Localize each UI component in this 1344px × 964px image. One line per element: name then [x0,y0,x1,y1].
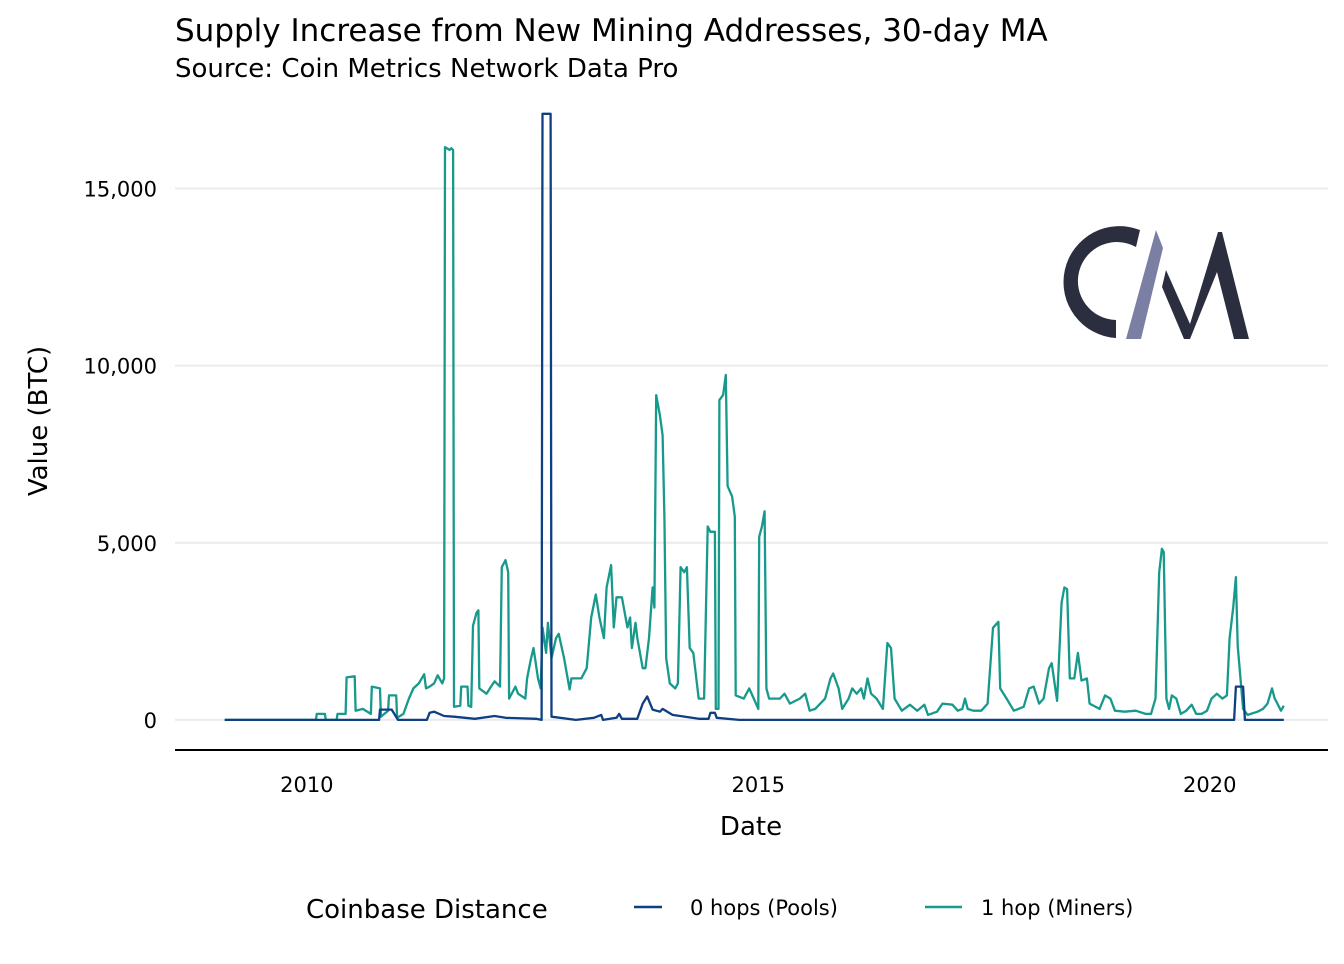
x-tick-label: 2020 [1183,773,1236,797]
legend-label-miners: 1 hop (Miners) [981,896,1133,920]
y-tick-label: 15,000 [84,178,157,202]
chart-title: Supply Increase from New Mining Addresse… [175,13,1048,49]
legend-title: Coinbase Distance [306,895,548,925]
y-axis-title: Value (BTC) [24,346,54,496]
x-axis-ticks: 2010 2015 2020 [280,773,1236,797]
legend: Coinbase Distance 0 hops (Pools) 1 hop (… [306,895,1133,925]
series-lines [224,112,1285,722]
series-line-miners [224,145,1285,722]
logo-m-shape [1162,232,1249,339]
x-axis-title: Date [720,812,782,842]
y-axis-ticks: 0 5,000 10,000 15,000 [84,178,157,733]
logo-slash [1126,230,1163,339]
y-tick-label: 5,000 [97,532,157,556]
x-tick-label: 2015 [732,773,785,797]
legend-label-pools: 0 hops (Pools) [690,896,838,920]
x-tick-label: 2010 [280,773,333,797]
chart-subtitle: Source: Coin Metrics Network Data Pro [175,54,678,84]
cm-logo [1063,226,1249,339]
logo-c-shape [1063,226,1140,338]
series-line-pools [224,112,1284,722]
y-tick-label: 0 [144,709,157,733]
y-tick-label: 10,000 [84,355,157,379]
